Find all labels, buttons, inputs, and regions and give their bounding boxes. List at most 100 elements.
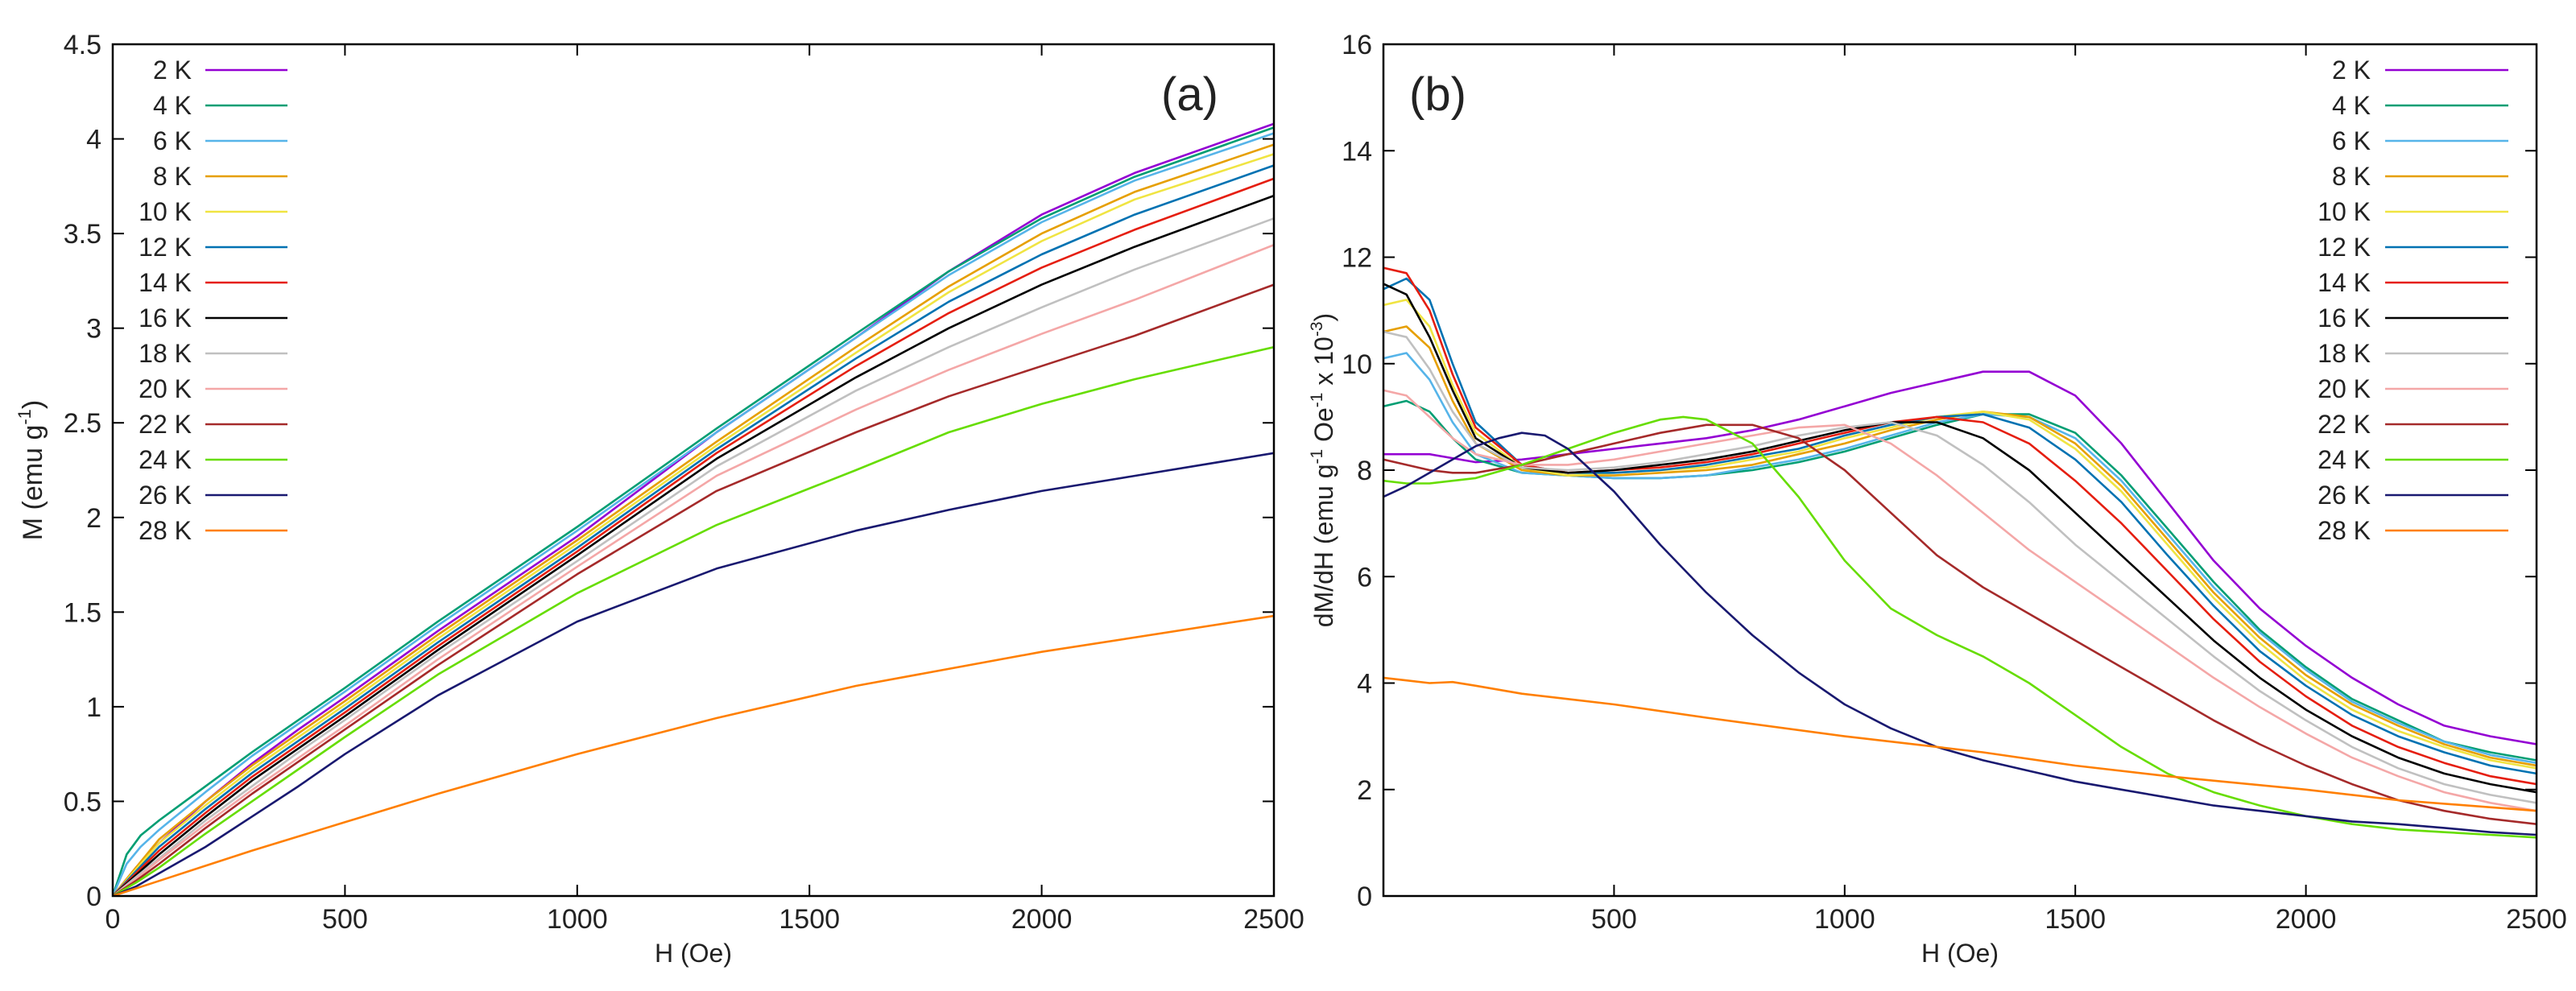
- panel-a-y-tick-label: 1: [86, 692, 101, 723]
- panel-b-y-tick-label: 16: [1342, 30, 1372, 60]
- series-line-b-26k: [1383, 431, 2537, 836]
- legend-label-a: 26 K: [139, 481, 192, 510]
- legend-label-a: 8 K: [153, 162, 192, 191]
- legend-label-b: 4 K: [2332, 91, 2371, 120]
- panel-b-ylabel-sup3: -3: [1308, 321, 1326, 337]
- legend-label-b: 26 K: [2318, 481, 2371, 510]
- panel-a-x-tick-label: 2500: [1243, 904, 1305, 935]
- series-line-a-28k: [113, 614, 1274, 896]
- legend-label-b: 6 K: [2332, 126, 2371, 155]
- panel-b-derivative-chart: 0 2 4 6 8 10 12 14 16 500 1000 1500 2000 2500 2 K 4 K 6…: [1308, 30, 2567, 968]
- panel-b-ylabel-sup1: -1: [1308, 449, 1326, 465]
- panel-a-x-tick-label: 2000: [1011, 904, 1073, 935]
- panel-a-ylabel-main: M (emu g: [18, 425, 48, 541]
- panel-b-x-axis-label: H (Oe): [1921, 939, 1999, 968]
- series-line-b-28k: [1383, 676, 2537, 812]
- series-line-b-4k: [1383, 399, 2537, 762]
- legend-label-a: 18 K: [139, 339, 192, 368]
- panel-b-y-tick-label: 14: [1342, 136, 1372, 167]
- panel-a-magnetization-chart: 0 0.5 1 1.5 2 2.5 3 3.5 4 4.5 0 500 1000 1500 2000 2500…: [14, 30, 1305, 968]
- series-line-b-16k: [1383, 283, 2537, 794]
- panel-b-y-tick-label: 0: [1357, 882, 1372, 912]
- legend-label-b: 22 K: [2318, 410, 2371, 439]
- legend-label-a: 14 K: [139, 268, 192, 297]
- panel-b-ylabel-main: dM/dH (emu g: [1309, 464, 1338, 627]
- series-line-a-18k: [113, 217, 1274, 896]
- panel-a-y-tick-label: 2.5: [64, 408, 101, 439]
- series-line-a-12k: [113, 164, 1274, 896]
- series-line-a-6k: [113, 132, 1274, 896]
- panel-a-ylabel-sup: -1: [14, 409, 35, 425]
- series-line-a-10k: [113, 153, 1274, 896]
- panel-a-y-tick-label: 2: [86, 503, 101, 534]
- panel-b-y-tick-label: 12: [1342, 243, 1372, 274]
- panel-b-x-tick-label: 2000: [2276, 904, 2337, 935]
- series-line-b-12k: [1383, 277, 2537, 775]
- panel-a-x-tick-label: 1500: [779, 904, 840, 935]
- legend-label-a: 4 K: [153, 91, 192, 120]
- panel-b-x-tick-label: 2500: [2506, 904, 2567, 935]
- panel-b-y-tick-label: 2: [1357, 775, 1372, 806]
- panel-a-y-tick-label: 4: [86, 125, 101, 155]
- legend-label-a: 10 K: [139, 197, 192, 226]
- panel-b-ylabel-end: ): [1309, 313, 1338, 322]
- panel-b-ylabel-mid: Oe: [1309, 407, 1338, 449]
- panel-a-label: (a): [1161, 68, 1218, 121]
- panel-b-series-group: [1383, 266, 2537, 839]
- series-line-a-22k: [113, 283, 1274, 896]
- panel-b-label: (b): [1409, 68, 1466, 121]
- legend-label-b: 2 K: [2332, 56, 2371, 85]
- legend-label-a: 6 K: [153, 126, 192, 155]
- legend-label-a: 16 K: [139, 303, 192, 332]
- panel-a-y-tick-label: 4.5: [64, 30, 101, 60]
- series-line-b-20k: [1383, 389, 2537, 812]
- panel-b-axes: 0 2 4 6 8 10 12 14 16 500 1000 1500 2000 2500: [1342, 30, 2567, 935]
- series-line-a-26k: [113, 452, 1274, 896]
- legend-label-a: 20 K: [139, 374, 192, 403]
- panel-b-y-axis-label: dM/dH (emu g-1 Oe-1 x 10-3): [1308, 313, 1338, 627]
- panel-b-x-tick-label: 1500: [2045, 904, 2106, 935]
- legend-label-a: 28 K: [139, 516, 192, 545]
- legend-label-b: 16 K: [2318, 303, 2371, 332]
- legend-label-b: 12 K: [2318, 233, 2371, 262]
- series-line-b-14k: [1383, 266, 2537, 786]
- legend-label-b: 18 K: [2318, 339, 2371, 368]
- panel-a-y-axis-label: M (emu g-1): [14, 400, 48, 540]
- series-line-a-8k: [113, 143, 1274, 896]
- panel-b-y-tick-label: 10: [1342, 349, 1372, 380]
- panel-a-axes: 0 0.5 1 1.5 2 2.5 3 3.5 4 4.5 0 500 1000 1500 2000 2500: [64, 30, 1305, 935]
- panel-a-ylabel-end: ): [18, 400, 48, 409]
- panel-b-x-tick-label: 500: [1591, 904, 1637, 935]
- legend-label-a: 12 K: [139, 233, 192, 262]
- panel-b-y-tick-label: 8: [1357, 456, 1372, 486]
- panel-b-x-tick-label: 1000: [1814, 904, 1875, 935]
- legend-label-b: 28 K: [2318, 516, 2371, 545]
- panel-a-legend: 2 K 4 K 6 K 8 K 10 K 12 K 14 K 16 K 18 K 20 K 22 K…: [139, 56, 287, 545]
- legend-label-b: 24 K: [2318, 445, 2371, 474]
- panel-a-y-tick-label: 0: [86, 882, 101, 912]
- panel-a-x-tick-label: 500: [322, 904, 368, 935]
- series-line-a-16k: [113, 194, 1274, 896]
- panel-a-y-tick-label: 3.5: [64, 219, 101, 250]
- panel-b-legend: 2 K 4 K 6 K 8 K 10 K 12 K 14 K 16 K 18 K 20 K 22 K…: [2318, 56, 2508, 545]
- panel-b-ylabel-times: x 10: [1309, 337, 1338, 392]
- series-line-b-18k: [1383, 330, 2537, 804]
- panel-b-y-tick-label: 4: [1357, 669, 1372, 700]
- series-line-a-4k: [113, 126, 1274, 896]
- panel-a-y-tick-label: 3: [86, 314, 101, 345]
- panel-a-y-tick-label: 1.5: [64, 597, 101, 628]
- legend-label-b: 10 K: [2318, 197, 2371, 226]
- panel-a-x-axis-label: H (Oe): [655, 939, 732, 968]
- panel-b-y-tick-label: 6: [1357, 562, 1372, 593]
- series-line-a-14k: [113, 177, 1274, 896]
- panel-a-y-tick-label: 0.5: [64, 787, 101, 817]
- series-line-b-8k: [1383, 325, 2537, 767]
- panel-a-plot-frame: [111, 43, 1276, 898]
- panel-b-ylabel-sup2: -1: [1308, 393, 1326, 408]
- legend-label-b: 14 K: [2318, 268, 2371, 297]
- panel-a-x-tick-label: 0: [105, 904, 121, 935]
- series-line-b-22k: [1383, 423, 2537, 825]
- legend-label-a: 24 K: [139, 445, 192, 474]
- legend-label-b: 20 K: [2318, 374, 2371, 403]
